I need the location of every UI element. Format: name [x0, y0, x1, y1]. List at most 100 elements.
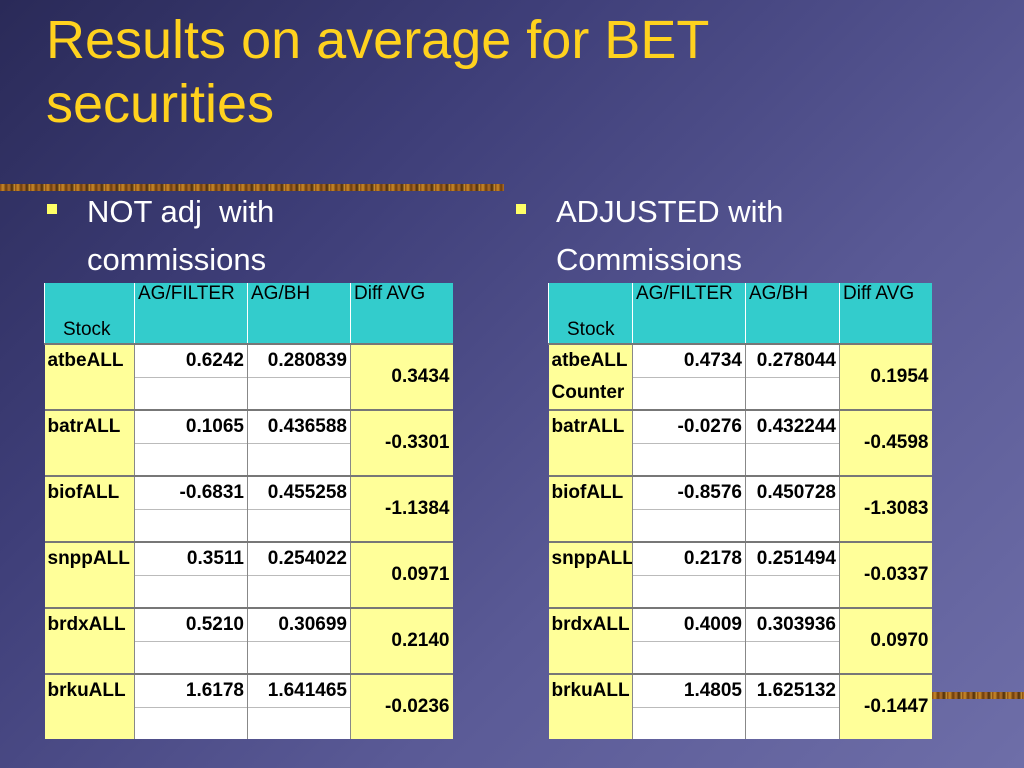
ag-filter-cell: 0.3511	[134, 541, 248, 576]
stock-name-cell: biofALL	[44, 475, 135, 510]
ag-filter-cell: 0.2178	[632, 541, 746, 576]
table-row-continuation	[548, 707, 932, 739]
table-row-continuation	[44, 641, 453, 674]
header-diff-avg: Diff AVG	[350, 283, 453, 344]
ag-bh-cell: 1.641465	[247, 673, 351, 708]
header-diff-avg: Diff AVG	[839, 283, 932, 344]
ag-bh-cell: 0.254022	[247, 541, 351, 576]
table-row: snppALL 0.3511 0.254022 0.0971	[44, 541, 453, 608]
ag-filter-cell: -0.0276	[632, 409, 746, 444]
bullet-text: NOT adj with commissions	[87, 194, 275, 277]
bullet-square-icon	[516, 204, 526, 214]
table-row: brkuALL 1.4805 1.625132 -0.1447	[548, 673, 932, 739]
empty-cell	[632, 575, 746, 608]
table-row-continuation	[548, 509, 932, 542]
stock-sub-cell	[548, 575, 633, 608]
ag-filter-cell: 0.4009	[632, 607, 746, 642]
ag-filter-cell: 0.6242	[134, 343, 248, 378]
table-row-continuation	[44, 509, 453, 542]
table-row: batrALL -0.0276 0.432244 -0.4598	[548, 409, 932, 476]
table-row: batrALL 0.1065 0.436588 -0.3301	[44, 409, 453, 476]
header-ag-bh: AG/BH	[745, 283, 840, 344]
empty-cell	[632, 443, 746, 476]
empty-cell	[247, 377, 351, 410]
header-stock: Stock	[44, 283, 135, 344]
results-table-not-adjusted: Stock AG/FILTER AG/BH Diff AVG atbeALL 0.6242…	[44, 283, 453, 739]
stock-name-cell: snppALL	[44, 541, 135, 576]
stock-sub-cell	[44, 509, 135, 542]
stock-name-cell: brdxALL	[44, 607, 135, 642]
table-row-continuation	[44, 707, 453, 739]
empty-cell	[134, 575, 248, 608]
table-row-continuation	[548, 641, 932, 674]
table-row: atbeALL 0.6242 0.280839 0.3434	[44, 343, 453, 410]
empty-cell	[745, 509, 840, 542]
slide-title: Results on average for BET securities	[46, 10, 710, 134]
table-row: brkuALL 1.6178 1.641465 -0.0236	[44, 673, 453, 739]
diff-avg-cell: 0.0971	[350, 541, 453, 608]
decorative-band-top	[0, 184, 504, 191]
ag-filter-cell: -0.8576	[632, 475, 746, 510]
empty-cell	[247, 641, 351, 674]
ag-bh-cell: 0.280839	[247, 343, 351, 378]
stock-name-cell: atbeALL	[44, 343, 135, 378]
ag-bh-cell: 0.278044	[745, 343, 840, 378]
table-row-continuation	[44, 575, 453, 608]
ag-bh-cell: 1.625132	[745, 673, 840, 708]
table-row: biofALL -0.8576 0.450728 -1.3083	[548, 475, 932, 542]
header-ag-filter: AG/FILTER	[134, 283, 248, 344]
empty-cell	[745, 641, 840, 674]
ag-filter-cell: -0.6831	[134, 475, 248, 510]
ag-bh-cell: 0.450728	[745, 475, 840, 510]
bullet-square-icon	[47, 204, 57, 214]
decorative-band-bottom	[932, 692, 1024, 699]
table-row: brdxALL 0.4009 0.303936 0.0970	[548, 607, 932, 674]
empty-cell	[134, 377, 248, 410]
ag-bh-cell: 0.303936	[745, 607, 840, 642]
table-row-continuation	[44, 443, 453, 476]
ag-filter-cell: 1.4805	[632, 673, 746, 708]
empty-cell	[632, 377, 746, 410]
empty-cell	[134, 707, 248, 739]
stock-sub-cell	[44, 377, 135, 410]
empty-cell	[745, 575, 840, 608]
bullet-adjusted: ADJUSTED with Commissions	[516, 188, 936, 284]
ag-bh-cell: 0.30699	[247, 607, 351, 642]
empty-cell	[745, 707, 840, 739]
stock-sub-cell: Counter	[548, 377, 633, 410]
diff-avg-cell: 0.3434	[350, 343, 453, 410]
empty-cell	[632, 641, 746, 674]
empty-cell	[745, 443, 840, 476]
bullet-text: ADJUSTED with Commissions	[556, 194, 784, 277]
diff-avg-cell: 0.0970	[839, 607, 932, 674]
results-table-adjusted: Stock AG/FILTER AG/BH Diff AVG atbeALL 0.4734…	[548, 283, 932, 739]
bullet-not-adjusted: NOT adj with commissions	[47, 188, 467, 284]
empty-cell	[134, 443, 248, 476]
diff-avg-cell: -0.3301	[350, 409, 453, 476]
ag-bh-cell: 0.251494	[745, 541, 840, 576]
empty-cell	[134, 509, 248, 542]
diff-avg-cell: 0.2140	[350, 607, 453, 674]
diff-avg-cell: -0.4598	[839, 409, 932, 476]
empty-cell	[632, 509, 746, 542]
diff-avg-cell: -0.0337	[839, 541, 932, 608]
stock-name-cell: brkuALL	[548, 673, 633, 708]
stock-name-cell: batrALL	[44, 409, 135, 444]
diff-avg-cell: -0.1447	[839, 673, 932, 739]
table-row-continuation: Counter	[548, 377, 932, 410]
diff-avg-cell: -1.1384	[350, 475, 453, 542]
ag-filter-cell: 0.4734	[632, 343, 746, 378]
stock-sub-cell	[44, 707, 135, 739]
stock-name-cell: batrALL	[548, 409, 633, 444]
stock-sub-cell	[548, 707, 633, 739]
table-row-continuation	[548, 575, 932, 608]
diff-avg-cell: -0.0236	[350, 673, 453, 739]
ag-filter-cell: 1.6178	[134, 673, 248, 708]
empty-cell	[247, 707, 351, 739]
table-header-row: Stock AG/FILTER AG/BH Diff AVG	[44, 283, 453, 344]
stock-sub-cell	[548, 509, 633, 542]
stock-sub-cell	[44, 443, 135, 476]
table-row-continuation	[548, 443, 932, 476]
stock-name-cell: snppALL	[548, 541, 633, 576]
table-row: biofALL -0.6831 0.455258 -1.1384	[44, 475, 453, 542]
